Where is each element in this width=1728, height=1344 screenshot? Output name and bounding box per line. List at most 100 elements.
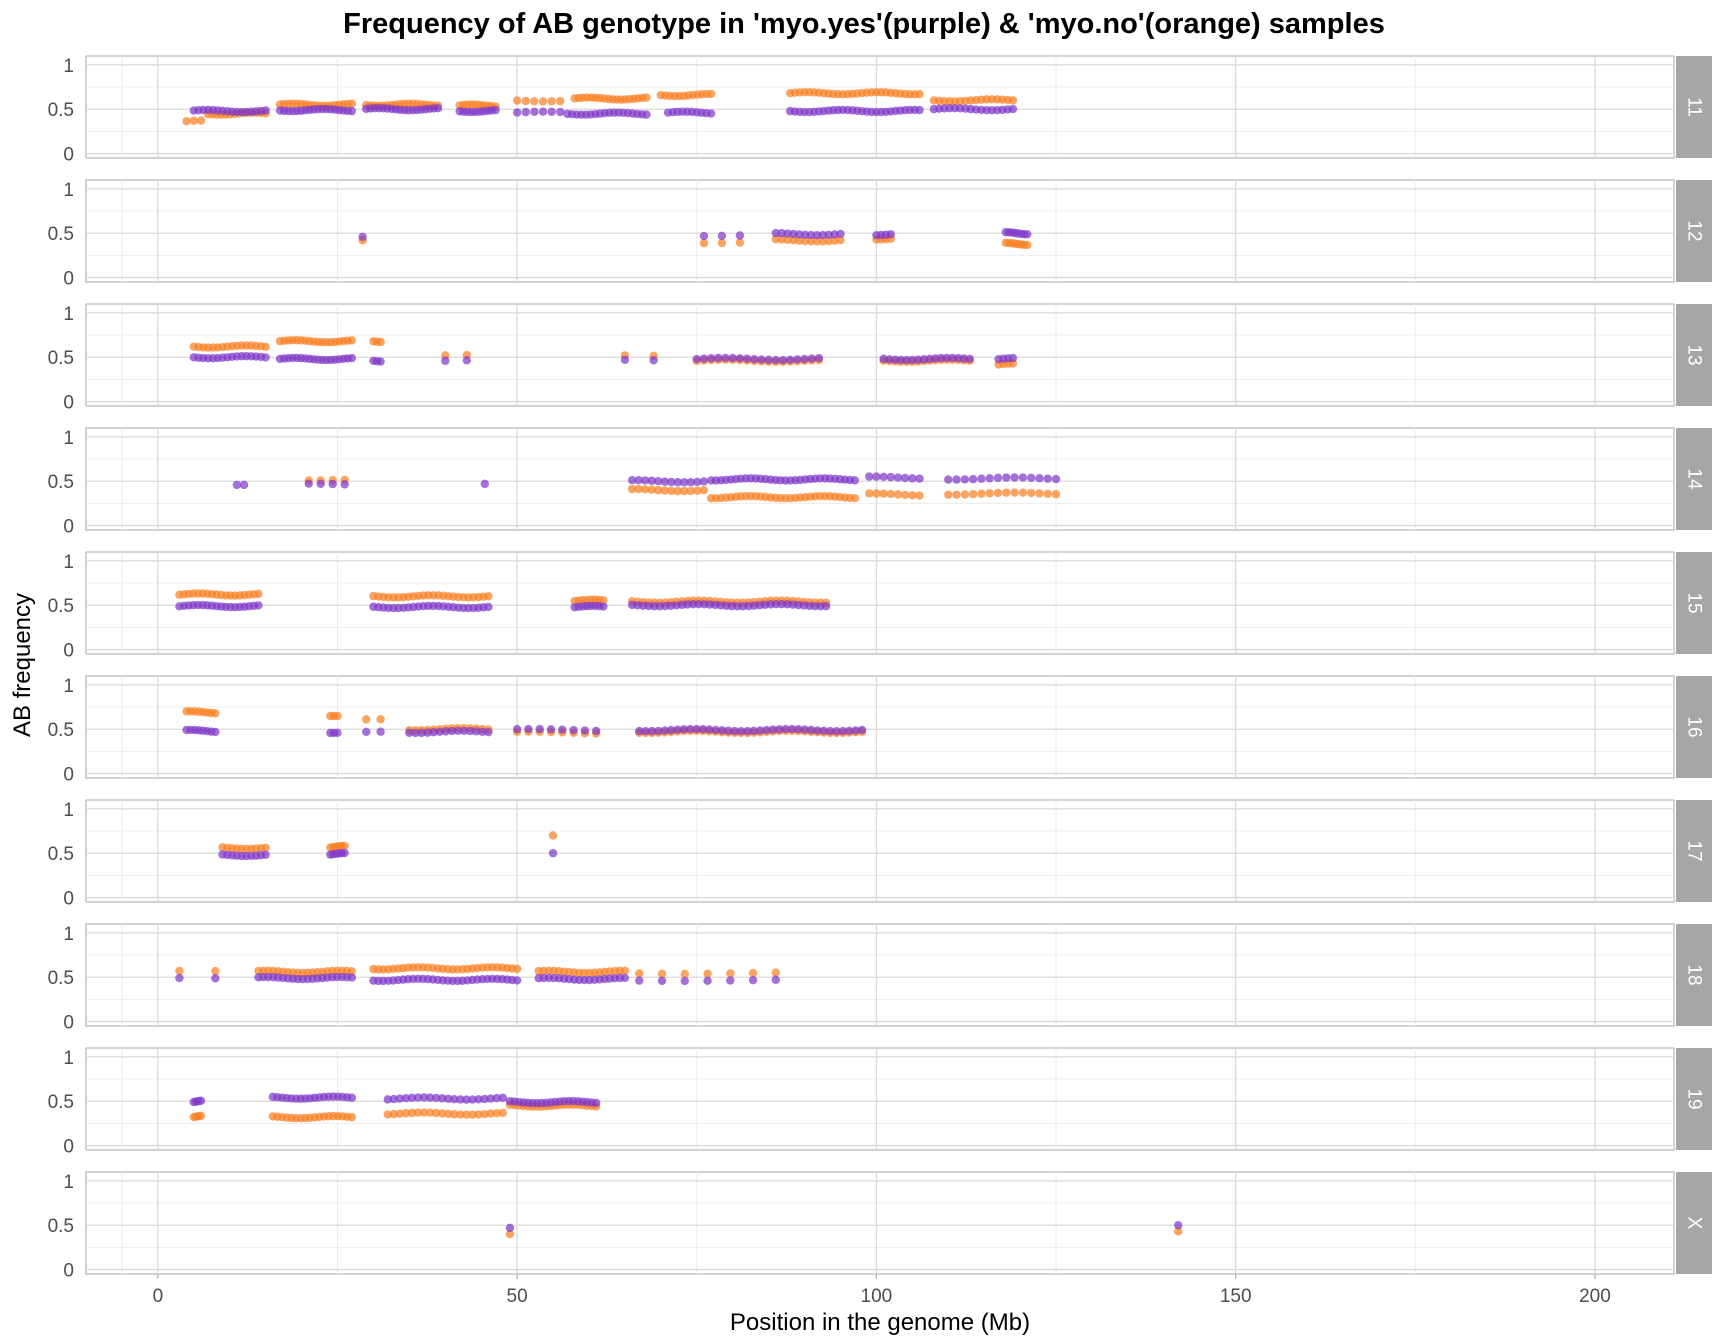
data-point-purple <box>757 355 766 364</box>
y-tick-label: 0 <box>63 1137 74 1158</box>
data-point-orange <box>383 1110 392 1119</box>
data-point-purple <box>698 724 708 734</box>
facet-strip-label: 19 <box>1684 1088 1705 1109</box>
data-point-purple <box>762 725 771 735</box>
data-point-orange <box>893 490 903 499</box>
data-point-purple <box>942 353 952 363</box>
data-point-purple <box>459 726 469 736</box>
data-point-purple <box>1008 353 1018 363</box>
data-point-purple <box>462 356 472 365</box>
data-point-purple <box>347 1093 357 1102</box>
facet-strip-label: 11 <box>1684 97 1705 117</box>
data-point-purple <box>340 480 349 489</box>
data-point-orange <box>407 1108 417 1118</box>
data-point-purple <box>915 105 924 115</box>
data-point-orange <box>1023 240 1032 250</box>
data-point-purple <box>680 976 689 986</box>
y-tick-label: 0 <box>63 393 74 414</box>
data-point-purple <box>472 727 481 736</box>
data-point-purple <box>721 353 730 363</box>
data-point-purple <box>692 354 701 364</box>
data-point-purple <box>498 1093 507 1102</box>
data-point-orange <box>699 486 709 495</box>
data-point-orange <box>952 490 961 499</box>
data-point-orange <box>431 1108 441 1118</box>
data-point-orange <box>547 97 556 106</box>
data-point-purple <box>635 726 644 736</box>
data-point-orange <box>211 709 220 718</box>
data-point-purple <box>556 107 565 117</box>
data-point-purple <box>879 472 888 481</box>
data-point-purple <box>484 728 493 737</box>
data-point-orange <box>419 1108 429 1117</box>
y-tick-label: 0.5 <box>48 720 74 741</box>
data-point-purple <box>908 474 917 483</box>
data-point-purple <box>1018 473 1028 482</box>
data-point-purple <box>771 228 781 238</box>
data-point-orange <box>771 235 781 244</box>
data-point-purple <box>699 477 709 486</box>
data-point-purple <box>649 356 658 365</box>
data-point-orange <box>376 337 385 347</box>
data-point-purple <box>801 230 810 240</box>
y-tick-label: 1 <box>63 428 74 449</box>
y-tick-label: 1 <box>63 552 74 573</box>
data-point-purple <box>1010 473 1019 482</box>
data-point-purple <box>850 476 860 485</box>
data-point-orange <box>498 1108 507 1118</box>
data-point-orange <box>620 966 630 976</box>
facet-strip <box>1676 676 1712 778</box>
facet-strip-label: X <box>1684 1217 1705 1230</box>
facet-strip-label: 18 <box>1684 964 1705 985</box>
data-point-purple <box>952 475 961 484</box>
data-point-orange <box>660 486 669 495</box>
data-point-purple <box>261 106 270 115</box>
data-point-purple <box>832 726 841 736</box>
data-point-purple <box>851 726 860 735</box>
data-point-purple <box>376 357 385 366</box>
data-point-orange <box>450 1110 459 1119</box>
data-point-orange <box>944 490 953 499</box>
data-point-purple <box>865 472 874 481</box>
data-point-purple <box>423 728 432 737</box>
data-point-orange <box>484 592 493 601</box>
data-point-orange <box>706 89 716 99</box>
facet-strip <box>1676 800 1712 902</box>
data-point-purple <box>836 229 845 239</box>
data-point-purple <box>686 477 696 487</box>
facet-strip-label: 17 <box>1684 840 1705 861</box>
data-point-purple <box>558 725 567 734</box>
data-point-purple <box>985 474 994 483</box>
y-tick-label: 0.5 <box>48 100 74 121</box>
y-tick-label: 0.5 <box>48 844 74 865</box>
data-point-purple <box>468 1095 477 1104</box>
data-point-orange <box>771 968 781 977</box>
data-point-orange <box>175 966 184 976</box>
data-point-purple <box>819 726 829 736</box>
y-tick-label: 0 <box>63 517 74 538</box>
data-point-orange <box>717 238 727 248</box>
data-point-purple <box>785 355 795 365</box>
data-point-orange <box>211 966 220 976</box>
panel-background <box>85 799 1675 903</box>
data-point-purple <box>474 1095 483 1104</box>
data-point-purple <box>635 976 644 985</box>
data-point-purple <box>548 849 558 858</box>
data-point-orange <box>900 490 910 500</box>
data-point-purple <box>634 475 643 485</box>
data-point-orange <box>850 493 860 503</box>
data-point-purple <box>411 728 420 738</box>
data-point-purple <box>857 725 867 735</box>
data-point-purple <box>1026 473 1036 483</box>
data-point-purple <box>750 354 759 364</box>
data-point-purple <box>728 353 737 363</box>
panel-background <box>85 675 1675 779</box>
data-point-orange <box>812 237 822 246</box>
data-point-purple <box>239 480 249 490</box>
data-point-purple <box>915 474 924 483</box>
data-point-purple <box>711 725 720 735</box>
data-point-purple <box>347 353 357 363</box>
data-point-purple <box>673 725 682 734</box>
data-point-orange <box>865 489 874 498</box>
data-point-purple <box>486 1094 495 1103</box>
